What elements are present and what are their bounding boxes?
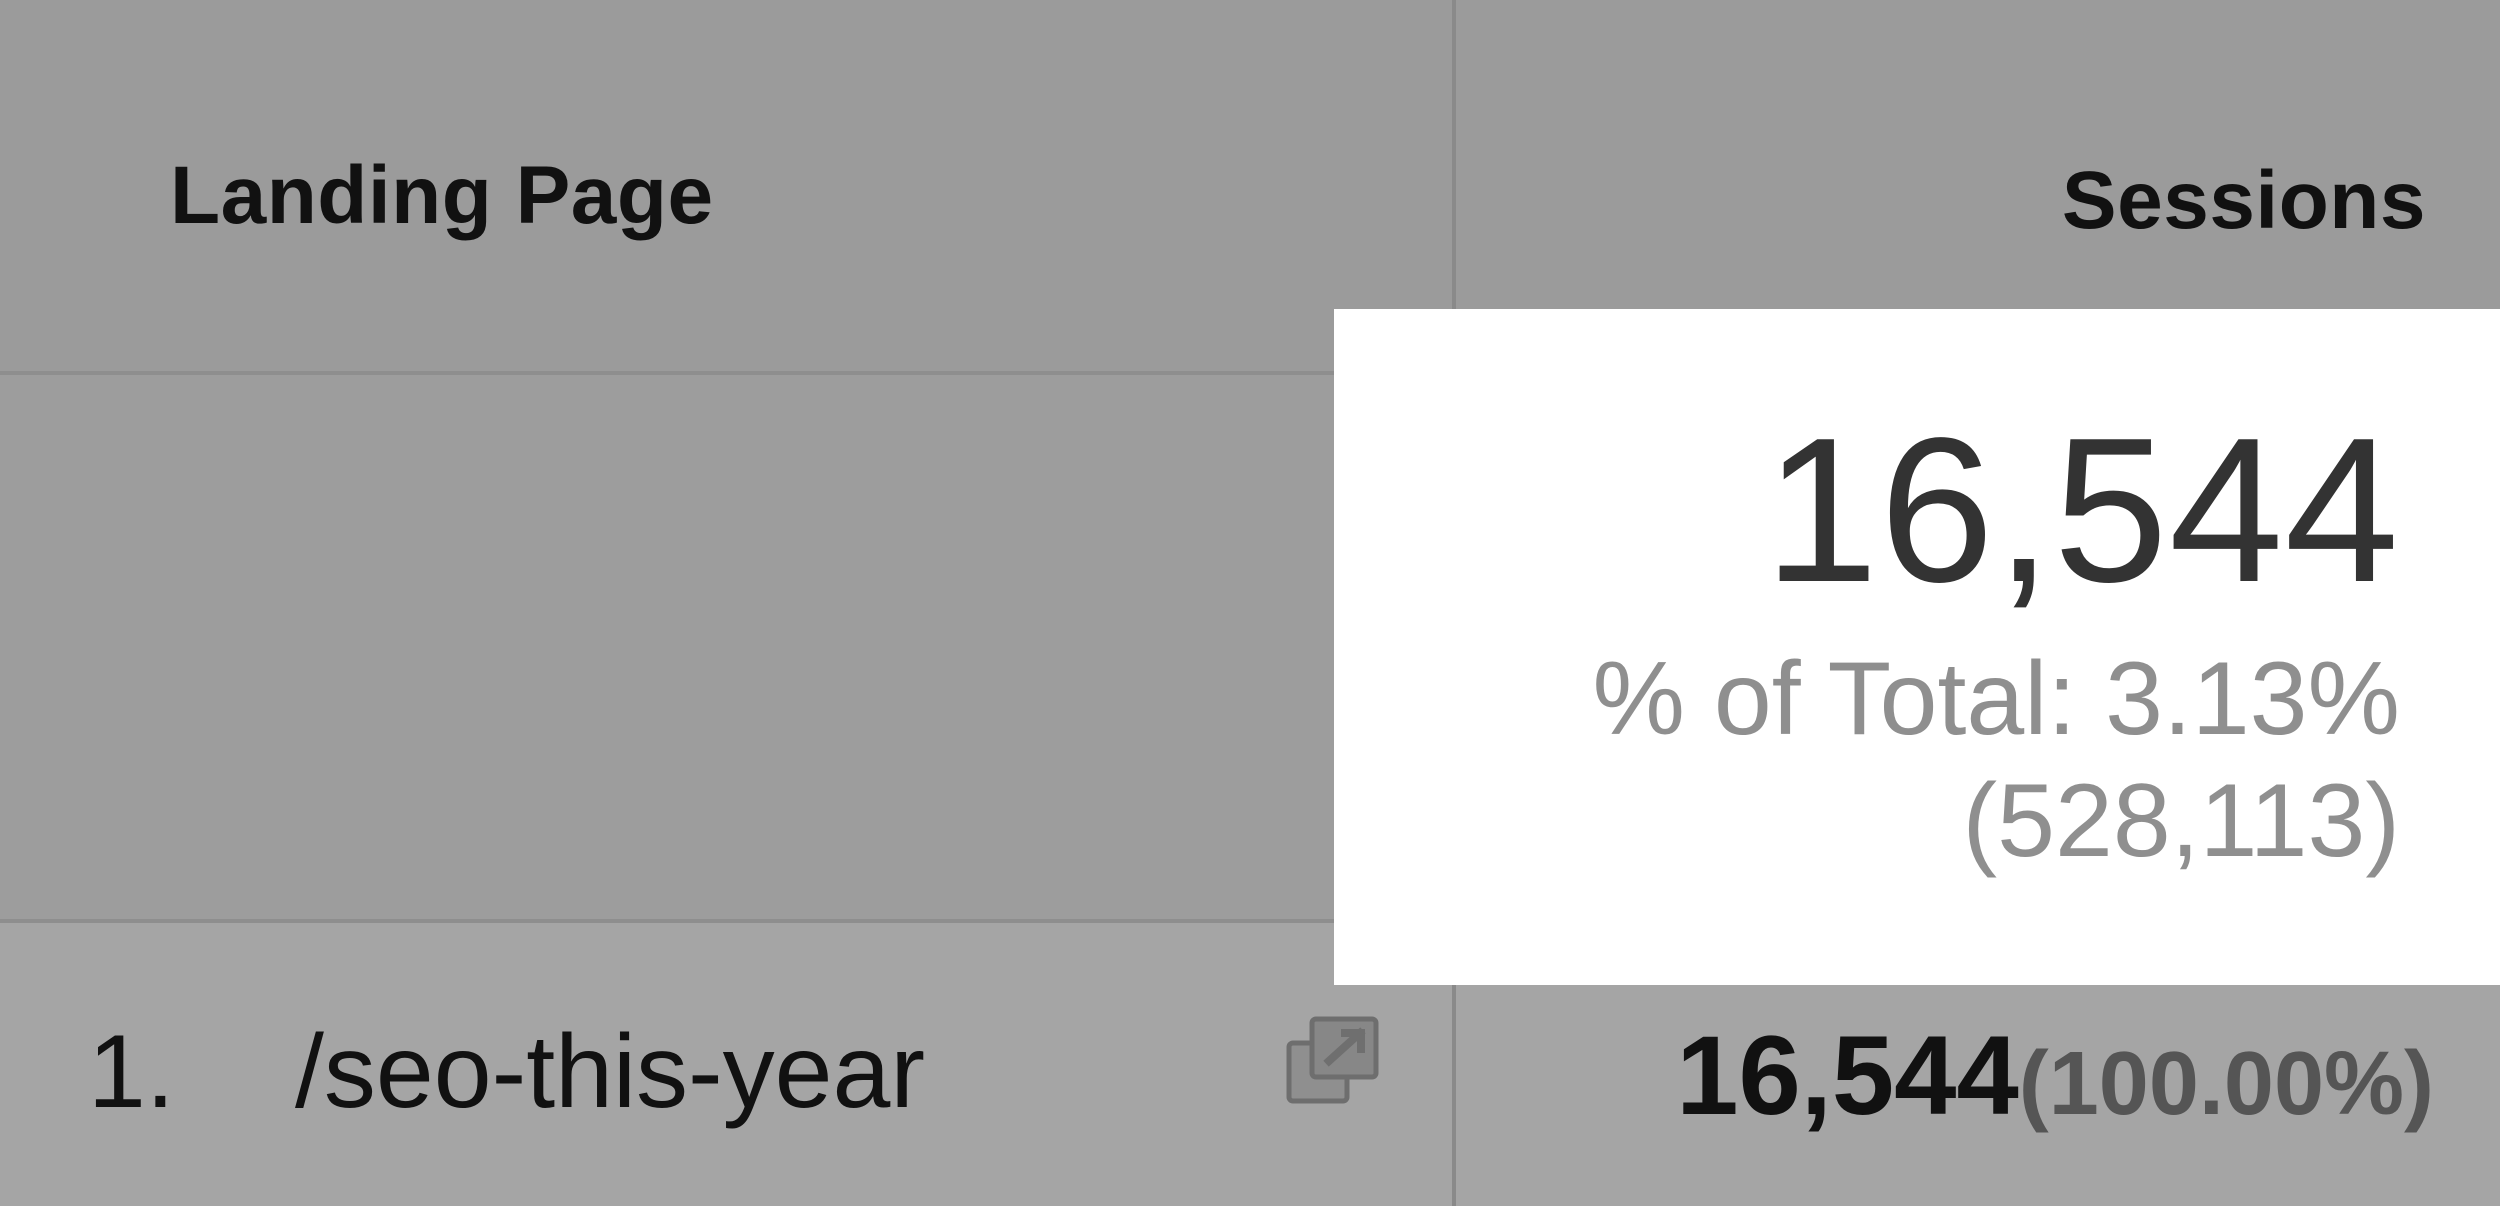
sessions-column-header[interactable]: Sessions <box>2061 155 2426 246</box>
table-row-left-cell <box>0 921 1454 1206</box>
row-sessions-value: 16,544 <box>1676 1013 2019 1138</box>
open-in-new-icon[interactable] <box>1286 1015 1384 1107</box>
column-divider-top <box>1452 0 1456 309</box>
summary-divider <box>0 919 1334 923</box>
row-sessions-cell: 16,544(100.00%) <box>1676 1020 2434 1132</box>
sessions-summary-percent: % of Total: 3.13% <box>1592 641 2400 757</box>
landing-page-link[interactable]: /seo-this-year <box>295 1014 925 1130</box>
summary-row-left-cell <box>0 373 1454 921</box>
sessions-summary-card: 16,544 % of Total: 3.13% (528,113) <box>1334 309 2500 985</box>
header-divider <box>0 371 1334 375</box>
landing-page-header-cell <box>0 0 1454 373</box>
row-index: 1. <box>88 1014 175 1130</box>
landing-page-column-header[interactable]: Landing Page <box>170 150 714 241</box>
row-sessions-percent: (100.00%) <box>2018 1034 2434 1134</box>
sessions-summary-value: 16,544 <box>1763 395 2400 625</box>
column-divider-bottom <box>1452 985 1456 1206</box>
sessions-summary-total: (528,113) <box>1962 763 2400 879</box>
